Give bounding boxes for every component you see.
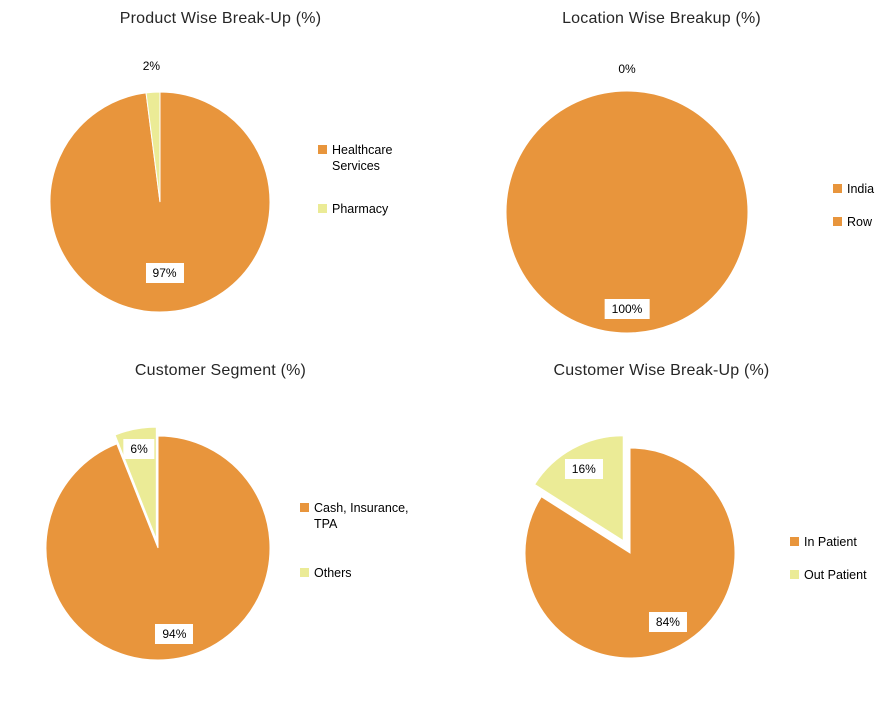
data-label: 84% (648, 612, 687, 632)
legend-swatch (790, 537, 799, 546)
legend-swatch (300, 503, 309, 512)
legend-label: In Patient (804, 535, 857, 549)
data-label: 16% (564, 458, 603, 479)
chart-customer-wise-breakup: Customer Wise Break-Up (%) In Patient Ou… (441, 352, 882, 705)
pie-chart-svg (505, 90, 749, 334)
pie-slice-in-patient (524, 447, 736, 659)
legend-swatch (318, 203, 327, 213)
legend-swatch (300, 567, 309, 577)
chart-customer-segment: Customer Segment (%) Cash, Insurance, TP… (0, 352, 441, 705)
pie-slice-india (505, 90, 749, 334)
data-label: 6% (123, 438, 155, 459)
legend-item: Cash, Insurance, TPA (300, 500, 418, 533)
chart-title: Customer Segment (%) (134, 362, 307, 379)
data-label: 97% (145, 263, 184, 284)
legend-item: Others (300, 565, 418, 581)
data-label: 0% (618, 62, 636, 76)
legend-item: Row (833, 214, 882, 230)
data-label: 2% (142, 59, 161, 74)
chart-location-wise-breakup: Location Wise Breakup (%) India Row 100%… (441, 0, 882, 353)
legend-item: Healthcare Services (318, 142, 410, 175)
legend-label: Cash, Insurance, TPA (314, 501, 409, 532)
chart-title: Product Wise Break-Up (%) (119, 10, 322, 27)
chart-legend: In Patient Out Patient (790, 534, 882, 584)
legend-label: India (847, 182, 875, 196)
pie-chart-svg (524, 435, 736, 659)
legend-item: Pharmacy (318, 201, 410, 217)
legend-item: In Patient (790, 534, 882, 550)
legend-swatch (833, 217, 842, 227)
pie-chart-svg (49, 91, 271, 313)
data-label: 100% (604, 298, 650, 319)
data-label: 94% (155, 623, 194, 644)
legend-label: Pharmacy (332, 201, 389, 216)
chart-legend: Cash, Insurance, TPA Others (300, 500, 418, 581)
legend-label: Others (314, 565, 352, 580)
chart-legend: India Row (833, 181, 882, 231)
legend-label: Row (847, 215, 873, 230)
legend-item: India (833, 181, 882, 197)
legend-item: Out Patient (790, 567, 882, 583)
chart-title: Customer Wise Break-Up (%) (553, 362, 770, 379)
pie-slice-pharmacy (145, 91, 161, 203)
legend-swatch (318, 145, 327, 154)
legend-swatch (790, 570, 799, 580)
chart-legend: Healthcare Services Pharmacy (318, 142, 410, 217)
legend-label: Out Patient (804, 568, 867, 583)
legend-swatch (833, 184, 842, 193)
legend-label: Healthcare Services (332, 143, 393, 174)
chart-product-wise-breakup: Product Wise Break-Up (%) Healthcare Ser… (0, 0, 441, 353)
pie-slice-cash-insurance-tpa (45, 435, 271, 661)
chart-title: Location Wise Breakup (%) (562, 10, 761, 27)
